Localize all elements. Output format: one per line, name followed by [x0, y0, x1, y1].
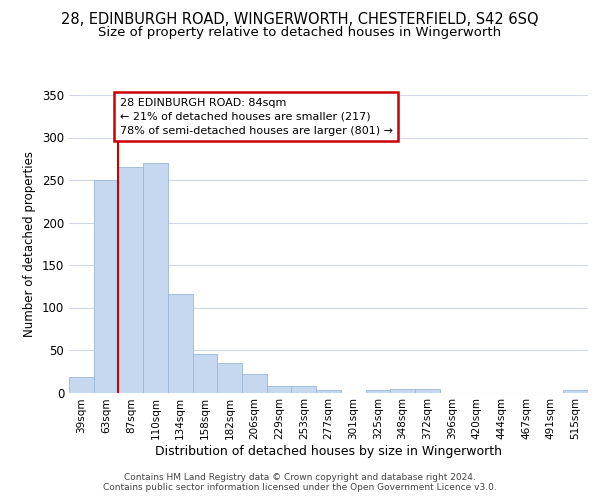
Bar	[94, 180, 118, 392]
Bar	[316, 390, 341, 392]
Bar	[390, 389, 415, 392]
Bar	[292, 386, 316, 392]
Bar	[267, 386, 292, 392]
X-axis label: Distribution of detached houses by size in Wingerworth: Distribution of detached houses by size …	[155, 445, 502, 458]
Bar	[217, 363, 242, 392]
Text: Contains HM Land Registry data © Crown copyright and database right 2024.
Contai: Contains HM Land Registry data © Crown c…	[103, 473, 497, 492]
Bar	[193, 354, 217, 393]
Bar	[143, 163, 168, 392]
Bar	[242, 374, 267, 392]
Bar	[69, 377, 94, 392]
Text: 28, EDINBURGH ROAD, WINGERWORTH, CHESTERFIELD, S42 6SQ: 28, EDINBURGH ROAD, WINGERWORTH, CHESTER…	[61, 12, 539, 28]
Bar	[415, 389, 440, 392]
Text: Size of property relative to detached houses in Wingerworth: Size of property relative to detached ho…	[98, 26, 502, 39]
Y-axis label: Number of detached properties: Number of detached properties	[23, 151, 37, 337]
Bar	[563, 390, 588, 392]
Bar	[168, 294, 193, 392]
Text: 28 EDINBURGH ROAD: 84sqm
← 21% of detached houses are smaller (217)
78% of semi-: 28 EDINBURGH ROAD: 84sqm ← 21% of detach…	[119, 98, 392, 136]
Bar	[365, 390, 390, 392]
Bar	[118, 167, 143, 392]
